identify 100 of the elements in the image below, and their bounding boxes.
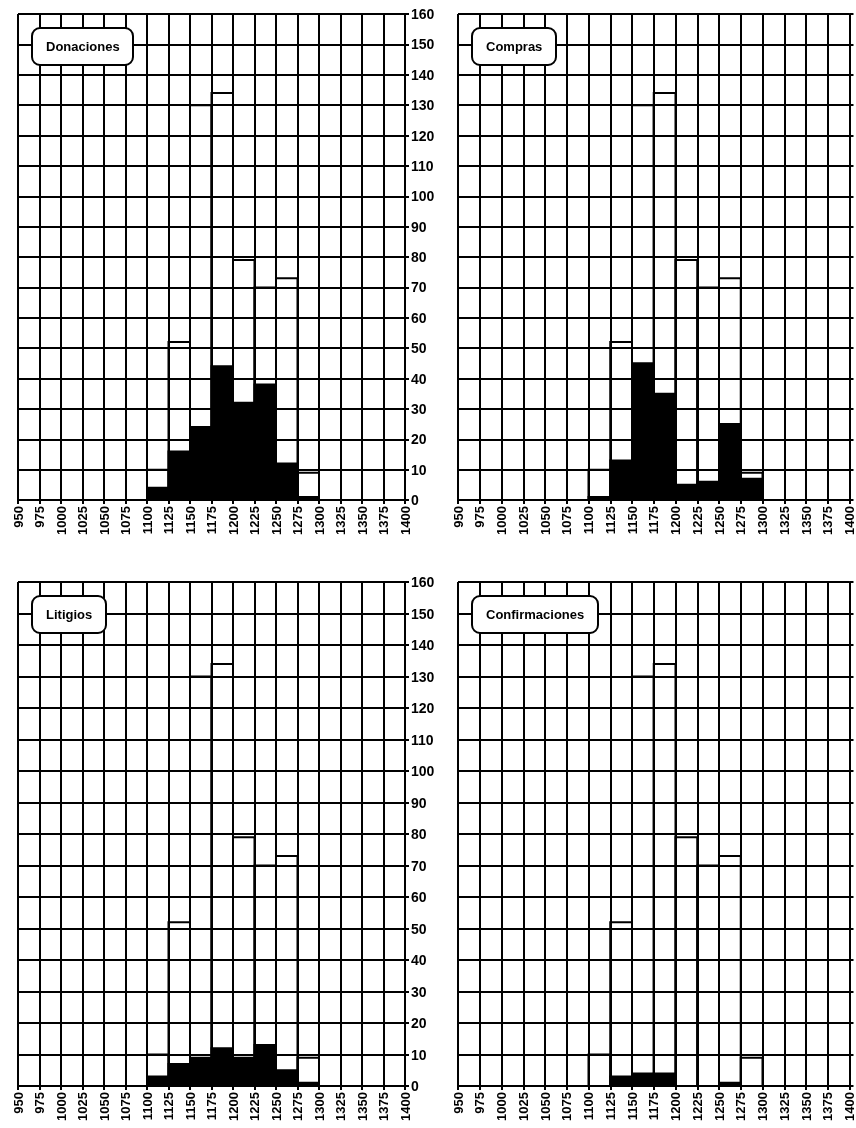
y-tick-label: 100 [411, 188, 435, 205]
x-tick-label: 950 [450, 1092, 466, 1114]
x-tick-label: 1175 [204, 506, 219, 535]
x-tick-label: 1300 [311, 506, 327, 535]
y-tick-label: 20 [411, 1015, 427, 1031]
y-tick-label: 0 [411, 492, 419, 508]
x-tick-label: 950 [10, 1092, 26, 1114]
y-tick-label: 60 [411, 309, 427, 326]
x-tick-label: 1250 [711, 506, 727, 535]
y-tick-label: 160 [411, 574, 435, 590]
x-tick-label: 1150 [624, 1092, 640, 1121]
text: Donaciones [46, 39, 120, 54]
x-tick-label: 1000 [494, 506, 509, 535]
x-tick-label: 1400 [842, 506, 856, 535]
x-tick-label: 1050 [537, 506, 553, 535]
x-tick-label: 975 [472, 506, 488, 528]
x-tick-label: 1375 [376, 1092, 391, 1121]
x-tick-label: 1300 [755, 1092, 770, 1121]
x-tick-label: 1225 [689, 1092, 705, 1121]
y-tick-label: 140 [411, 637, 435, 653]
x-tick-label: 1325 [333, 506, 348, 535]
y-tick-label: 110 [411, 157, 434, 174]
x-tick-label: 975 [32, 506, 47, 528]
x-tick-label: 1025 [75, 1092, 90, 1121]
text: Confirmaciones [486, 607, 585, 622]
x-tick-label: 1025 [515, 506, 531, 535]
x-tick-label: 1400 [397, 1092, 413, 1121]
x-tick-label: 1100 [139, 1092, 155, 1121]
x-tick-label: 1075 [118, 1092, 133, 1121]
y-tick-label: 100 [411, 763, 435, 779]
y-tick-label: 30 [411, 983, 427, 1000]
x-tick-label: 1225 [247, 1092, 262, 1121]
y-tick-label: 70 [411, 857, 427, 874]
y-tick-label: 90 [411, 218, 427, 235]
x-tick-label: 1100 [581, 1092, 596, 1121]
x-tick-label: 1350 [798, 1092, 814, 1121]
x-tick-label: 1025 [515, 1092, 531, 1121]
x-tick-label: 1075 [559, 1092, 575, 1121]
x-tick-label: 1000 [53, 506, 69, 535]
x-tick-label: 1125 [602, 1092, 618, 1121]
x-tick-label: 975 [472, 1092, 488, 1114]
x-tick-label: 1250 [711, 1092, 727, 1121]
x-tick-label: 1150 [624, 506, 640, 535]
x-tick-label: 1200 [668, 1092, 683, 1121]
x-tick-label: 1400 [397, 506, 413, 535]
x-tick-label: 950 [10, 506, 26, 528]
y-tick-label: 140 [411, 66, 435, 83]
text: Compras [486, 39, 543, 54]
x-tick-label: 1200 [225, 1092, 241, 1121]
y-tick-label: 160 [411, 6, 435, 22]
x-tick-label: 1125 [161, 1092, 176, 1121]
x-tick-label: 1050 [537, 1092, 553, 1121]
x-tick-label: 1400 [842, 1092, 856, 1121]
y-tick-label: 60 [411, 889, 427, 905]
x-tick-label: 1325 [333, 1092, 348, 1121]
y-tick-label: 70 [411, 279, 427, 296]
x-tick-label: 1050 [96, 506, 112, 535]
y-tick-label: 40 [411, 952, 427, 968]
x-tick-label: 1175 [646, 1092, 662, 1121]
y-tick-label: 20 [411, 431, 427, 448]
y-tick-label: 10 [411, 1046, 427, 1063]
x-tick-label: 1175 [646, 506, 662, 535]
x-tick-label: 1075 [559, 506, 575, 535]
y-tick-label: 50 [411, 340, 427, 357]
y-tick-label: 40 [411, 370, 427, 387]
y-tick-label: 10 [411, 461, 427, 478]
text: Litigios [46, 607, 93, 622]
x-tick-label: 1350 [354, 1092, 370, 1121]
x-tick-label: 1175 [204, 1092, 219, 1121]
x-tick-label: 1150 [182, 1092, 198, 1121]
x-tick-label: 1375 [376, 506, 391, 535]
x-tick-label: 1200 [668, 506, 683, 535]
x-tick-label: 1000 [53, 1092, 69, 1121]
y-tick-label: 150 [411, 605, 435, 622]
y-tick-label: 130 [411, 668, 435, 685]
x-tick-label: 1050 [96, 1092, 112, 1121]
x-tick-label: 1225 [247, 506, 262, 535]
y-tick-label: 120 [411, 127, 435, 144]
x-tick-label: 1275 [290, 506, 305, 535]
y-tick-label: 150 [411, 36, 435, 53]
y-tick-label: 120 [411, 700, 435, 716]
x-tick-label: 1325 [776, 506, 792, 535]
x-tick-label: 1275 [733, 506, 749, 535]
x-tick-label: 1250 [268, 506, 284, 535]
y-tick-label: 90 [411, 794, 427, 811]
y-tick-label: 80 [411, 826, 427, 842]
x-tick-label: 1300 [755, 506, 770, 535]
x-tick-label: 1250 [268, 1092, 284, 1121]
x-tick-label: 1100 [139, 506, 155, 535]
x-tick-label: 1100 [581, 506, 596, 535]
x-tick-label: 1000 [494, 1092, 509, 1121]
x-tick-label: 1375 [820, 1092, 836, 1121]
y-tick-label: 50 [411, 920, 427, 937]
x-tick-label: 1125 [161, 506, 176, 535]
x-tick-label: 1200 [225, 506, 241, 535]
x-tick-label: 1150 [182, 506, 198, 535]
x-tick-label: 1125 [602, 506, 618, 535]
y-tick-label: 0 [411, 1078, 419, 1094]
y-tick-label: 80 [411, 249, 427, 265]
x-tick-label: 1350 [354, 506, 370, 535]
